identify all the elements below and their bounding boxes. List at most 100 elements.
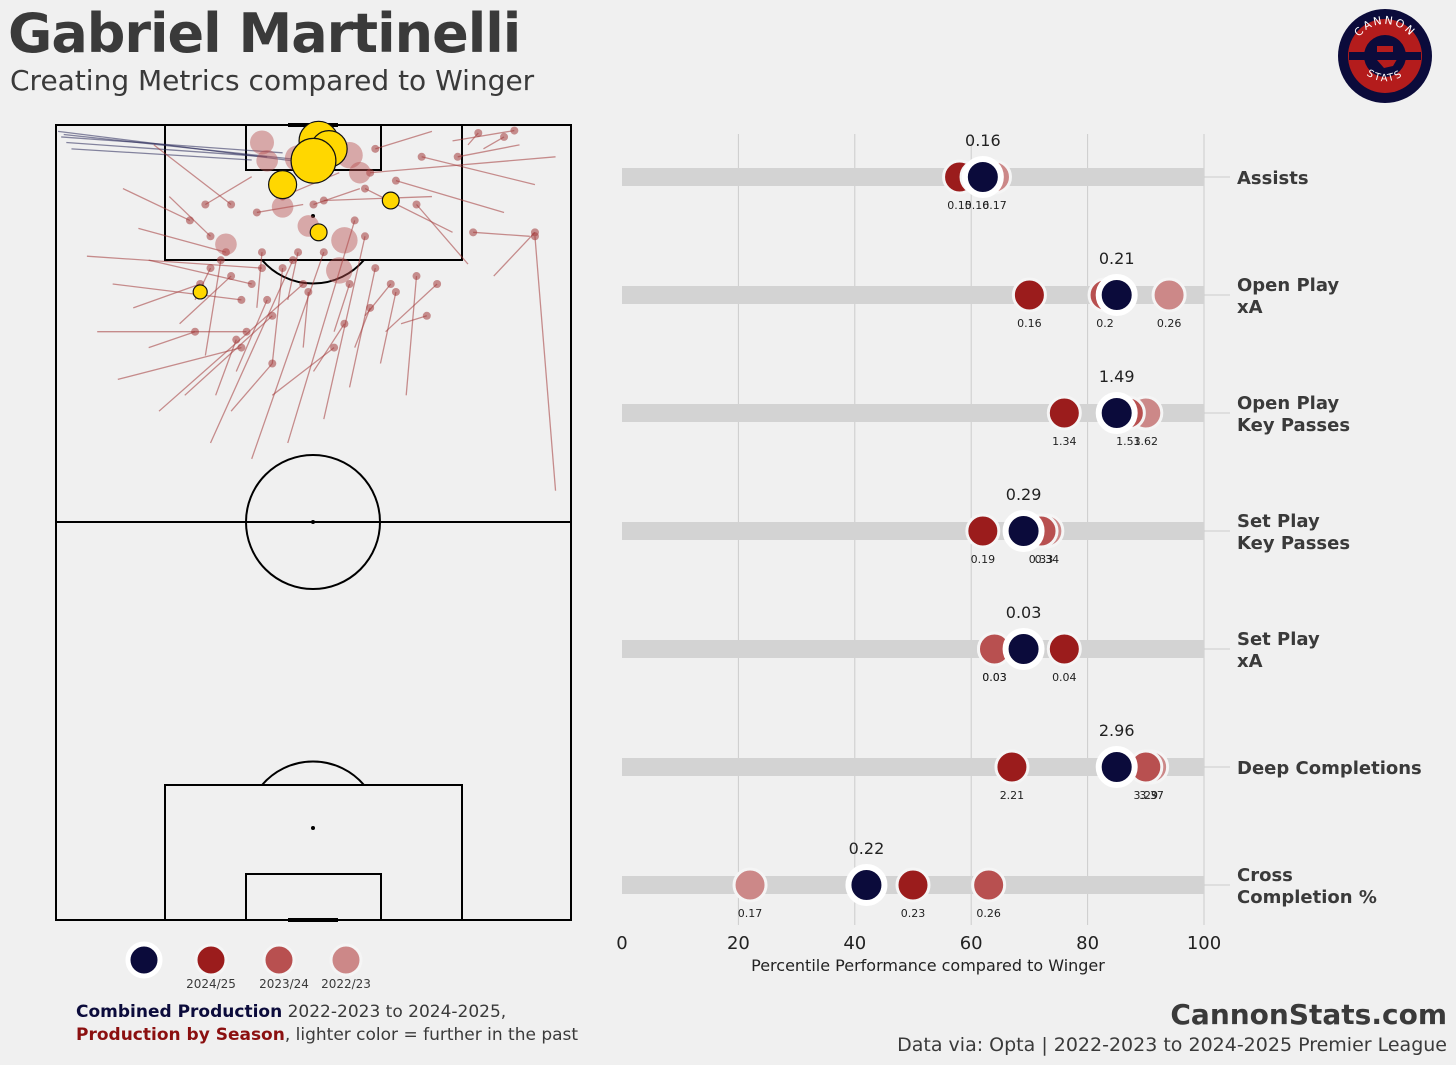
combined-dot [961,156,1004,198]
x-tick-label: 60 [960,933,983,954]
pass-line [235,299,268,372]
pass-line [271,268,284,364]
season-value-label: 0.17 [738,907,763,920]
pass-origin [366,168,375,177]
pass-line [379,291,397,364]
pass-origin [422,311,431,320]
pass-origin [191,327,200,336]
pass-line [457,144,520,158]
pass-line [370,156,556,174]
season-dot [732,867,768,903]
cannon-stats-logo: CANNON STATS [1338,9,1432,103]
season-dot [1046,631,1082,667]
pass-origin [252,208,261,217]
pass-line [215,339,237,396]
pass-line [287,220,356,444]
season-dot [965,513,1001,549]
x-axis-ticks: 0 20 40 60 80 100 [616,933,1221,954]
assist-marker [309,223,328,242]
pass-origin [412,272,421,281]
metric-bar [622,168,1204,186]
pass-line [421,156,536,186]
pass-line [71,148,252,161]
pass-line [153,144,232,206]
pass-origin [221,248,230,257]
x-tick-label: 40 [843,933,866,954]
combined-value-label: 0.03 [1006,603,1042,622]
pass-origin [345,280,354,288]
pass-origin [366,303,375,312]
combined-value-label: 0.22 [849,839,885,858]
legend-label-2024-25: 2024/25 [186,977,236,991]
pass-line [395,180,505,214]
pass-line [117,346,242,381]
pass-line [148,259,252,285]
metric-label: Open Play xA [1237,275,1339,318]
metric-row: 3.37 2.21 3.29 2.96 Deep Completions [622,721,1422,802]
pass-line [209,259,294,444]
pitch-map [55,120,572,922]
season-dot [895,867,931,903]
pass-origin [371,264,380,273]
pass-origin [417,152,426,161]
pass-origin [361,184,369,193]
data-source: Data via: Opta | 2022-2023 to 2024-2025 … [897,1034,1447,1056]
pass-origin [510,126,519,135]
season-value-label: 3.37 [1139,789,1164,802]
metric-row: 0.26 0.16 0.2 0.21 Open Play xA [622,249,1339,330]
season-value-label: 0.16 [1017,317,1042,330]
metric-row: 0.34 0.19 0.33 0.29 Set Play Key Passes [622,485,1350,566]
season-value-label: 0.17 [982,199,1007,212]
metric-bar [622,286,1204,304]
pass-line [385,283,438,333]
metric-label: Set Play Key Passes [1237,511,1350,554]
season-value-label: 1.53 [1116,435,1141,448]
assist-marker [268,170,298,200]
page-subtitle: Creating Metrics compared to Winger [10,64,535,97]
season-value-label: 0.23 [901,907,926,920]
pass-origin [453,152,462,161]
pass-origin [278,264,287,273]
chance-bubble [215,233,237,256]
combined-value-label: 1.49 [1099,367,1135,386]
pass-line [230,363,273,412]
pass-origin [227,272,236,281]
caption-line-1: Combined Production 2022-2023 to 2024-20… [76,1002,507,1022]
season-dot [1046,395,1082,431]
pass-line [354,307,371,348]
pass-line [493,231,536,277]
legend-label-2022-23: 2022/23 [321,977,371,991]
pass-origin [294,248,303,257]
metric-row: 1.62 1.34 1.53 1.49 Open Play Key Passes [622,367,1350,448]
pass-origin [500,132,509,141]
page-title: Gabriel Martinelli [8,2,521,65]
pass-line [148,331,196,349]
combined-value-label: 2.96 [1099,721,1135,740]
assist-marker [290,137,337,184]
season-value-label: 0.04 [1052,671,1077,684]
pass-line [251,251,325,460]
pass-line [184,315,273,396]
pass-origin [242,327,251,336]
pass-origin [227,200,236,209]
metric-bar [622,758,1204,776]
combined-dot [1095,746,1138,788]
pass-line [86,255,263,269]
metric-label: Cross Completion % [1237,865,1377,908]
season-value-label: 1.62 [1134,435,1159,448]
season-dot [1151,277,1187,313]
season-value-label: 0.03 [982,671,1007,684]
pass-origin [391,176,400,185]
season-value-label: 0.26 [976,907,1001,920]
combined-dot [1095,392,1138,434]
pass-line [138,227,227,253]
caption-by-season: Production by Season [76,1025,285,1045]
pass-line [63,133,309,162]
metric-label: Set Play xA [1237,629,1320,672]
legend-label-2023-24: 2023/24 [259,977,309,991]
pass-origin [433,280,442,288]
season-value-label: 0.2 [1096,317,1114,330]
